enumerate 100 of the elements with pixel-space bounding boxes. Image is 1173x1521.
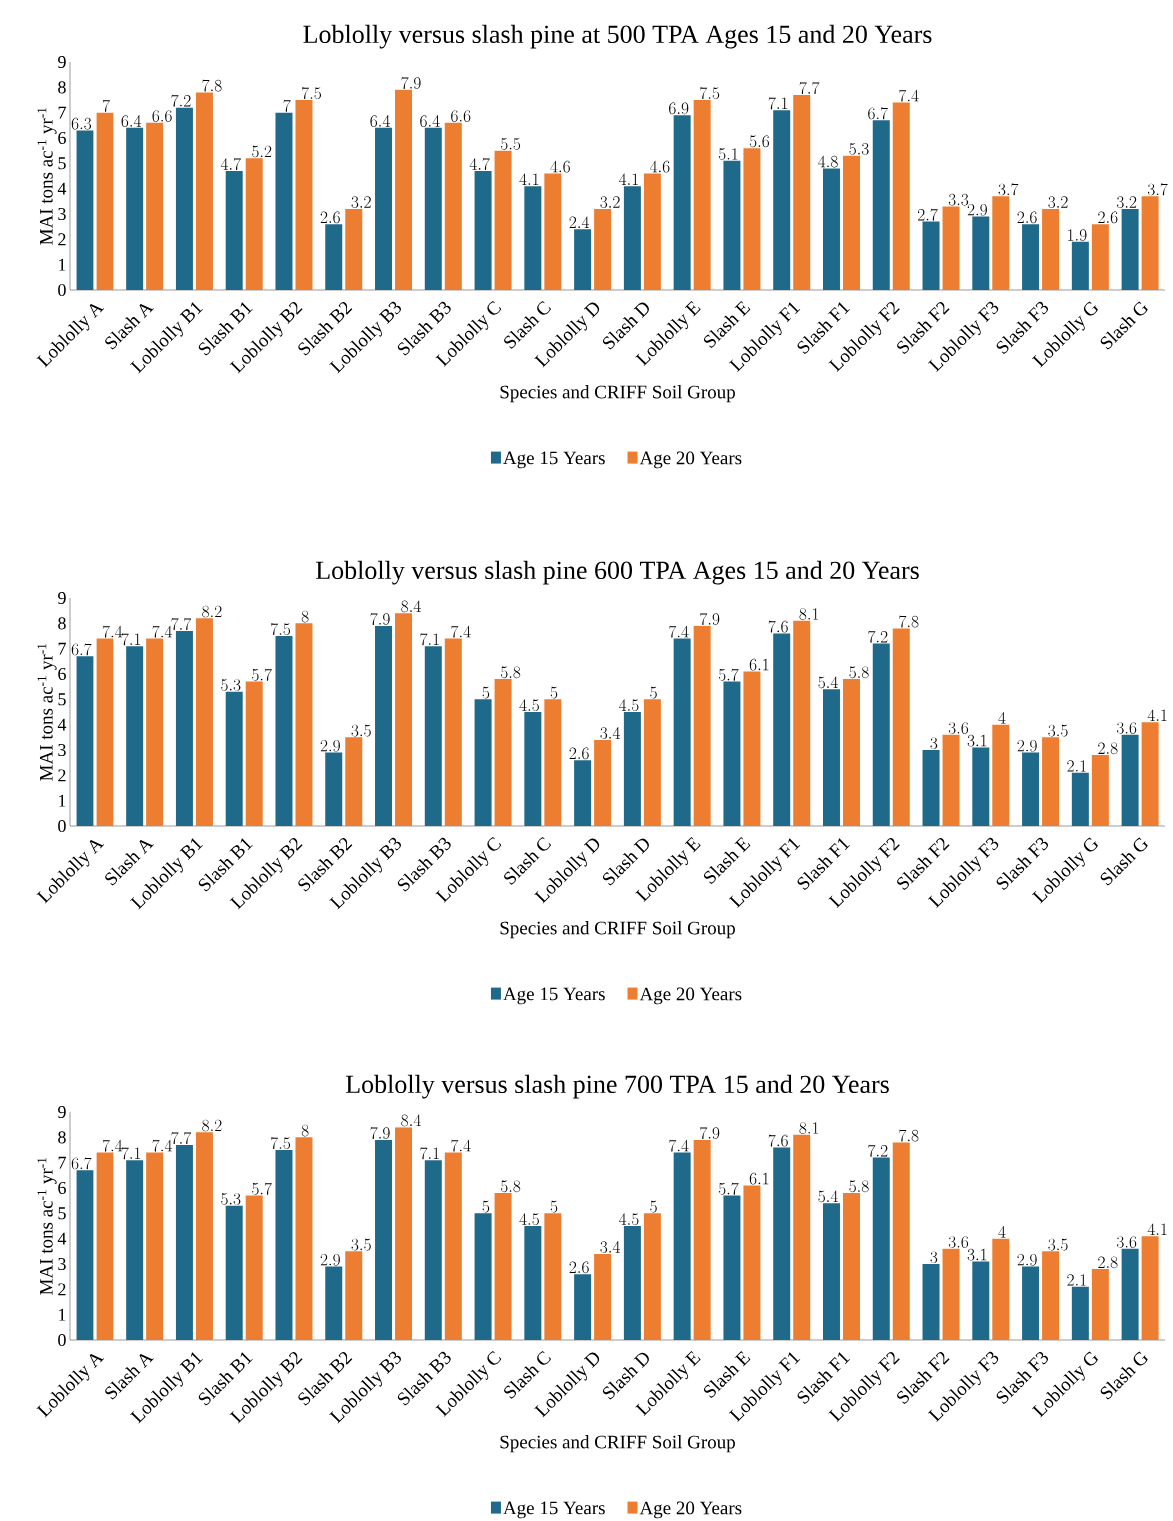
data-label: 3.2	[600, 196, 620, 209]
data-label: 5.2	[252, 145, 272, 158]
bar	[195, 92, 213, 290]
data-label: 6. 1	[749, 658, 769, 671]
data-label: 4.8	[818, 155, 838, 168]
data-label: 3.6	[1116, 1236, 1137, 1248]
bar	[295, 1137, 313, 1341]
bar	[972, 1261, 990, 1341]
data-label: 8.2	[202, 1119, 222, 1132]
data-label: 2.8	[1098, 742, 1118, 755]
data-label: 5	[550, 686, 558, 699]
bar	[594, 739, 612, 827]
data-label: 7.2	[868, 630, 888, 643]
bar	[842, 679, 860, 827]
data-label: 2.9	[1017, 739, 1037, 752]
bar	[245, 681, 263, 827]
bar	[424, 646, 442, 827]
bar	[1042, 737, 1060, 827]
data-label: 6.4	[121, 115, 142, 127]
data-label: 3.6	[948, 722, 969, 734]
bar	[325, 1266, 343, 1341]
bar	[872, 643, 890, 827]
data-label: 7.7	[171, 1132, 192, 1145]
y-tick-label: 2	[58, 769, 66, 782]
bar	[594, 1253, 612, 1341]
data-label: 3.5	[1048, 724, 1068, 737]
bar	[1141, 722, 1159, 827]
y-tick-label: 2	[58, 233, 66, 246]
data-label: 5	[650, 686, 657, 699]
bar	[743, 671, 761, 827]
bar	[1071, 241, 1089, 290]
data-label: 3.2	[351, 196, 371, 209]
bar	[225, 1205, 243, 1341]
data-label: 5.3	[221, 1193, 241, 1205]
data-label: 5	[550, 1200, 558, 1213]
legend-label: Age 20 Years	[639, 1501, 742, 1519]
y-axis-title: MAI tons ac$^{-1}$ yr$^{-1}$	[37, 107, 57, 245]
bar	[1022, 752, 1040, 827]
data-label: 7.6	[768, 620, 788, 633]
data-label: 4.5	[519, 1213, 539, 1226]
bar	[574, 1274, 592, 1341]
bar	[773, 110, 791, 290]
data-label: 8.2	[202, 605, 222, 618]
bar	[623, 1226, 641, 1341]
y-tick-label: 7	[58, 1156, 66, 1169]
y-tick-label: 5	[58, 693, 66, 706]
data-label: 7	[283, 99, 291, 112]
data-label: 5.8	[849, 1180, 869, 1193]
data-label: 5.8	[849, 666, 869, 679]
data-label: 7. 1	[768, 97, 788, 110]
data-label: 7. 1	[121, 633, 141, 646]
bar	[972, 216, 990, 290]
bar	[126, 127, 144, 290]
data-label: 2. 1	[1067, 760, 1086, 772]
bar	[693, 625, 711, 827]
bar	[892, 628, 910, 827]
bar	[175, 107, 193, 290]
y-tick-label: 3	[58, 743, 66, 757]
bar	[275, 636, 293, 827]
data-label: 2.9	[967, 203, 987, 216]
data-label: 6.6	[152, 110, 172, 122]
y-tick-label: 8	[58, 1131, 66, 1144]
bar	[375, 1139, 393, 1341]
bar	[375, 625, 393, 827]
bar	[295, 623, 313, 827]
data-label: 5	[650, 1200, 657, 1213]
bar	[474, 1213, 492, 1341]
data-label: 3.7	[1147, 183, 1168, 196]
bar	[793, 620, 811, 827]
data-label: 6.7	[868, 107, 888, 120]
data-label: 3.2	[1116, 196, 1137, 209]
data-label: 8.4	[401, 1114, 421, 1127]
bar	[1091, 1269, 1109, 1341]
data-label: 4.7	[469, 158, 490, 171]
y-tick-label: 4	[57, 182, 67, 195]
bar	[424, 127, 442, 290]
data-label: 6.4	[420, 115, 440, 127]
data-label: 2.7	[917, 208, 938, 221]
y-axis-title: MAI tons ac$^{-1}$ yr$^{-1}$	[37, 1157, 57, 1295]
bar	[1121, 208, 1139, 290]
data-label: 7.9	[700, 1126, 720, 1139]
data-label: 7.8	[899, 1129, 919, 1142]
data-label: 4. 1	[618, 173, 638, 185]
bar	[1022, 224, 1040, 290]
y-tick-label: 5	[58, 157, 66, 170]
legend-label: Age 20 Years	[639, 987, 742, 1005]
bar	[175, 630, 193, 827]
bar	[1121, 734, 1139, 827]
data-label: 7.2	[868, 1144, 888, 1157]
bar	[922, 221, 940, 290]
y-axis-title: MAI tons ac$^{-1}$ yr$^{-1}$	[37, 643, 57, 781]
bar	[594, 208, 612, 290]
data-label: 7.2	[171, 94, 191, 107]
bar	[96, 112, 114, 290]
y-tick-label: 0	[58, 1333, 66, 1347]
data-label: 4.7	[220, 158, 241, 171]
bar	[325, 752, 343, 827]
bar	[175, 1144, 193, 1341]
bar	[1091, 224, 1109, 290]
bar	[76, 656, 94, 827]
